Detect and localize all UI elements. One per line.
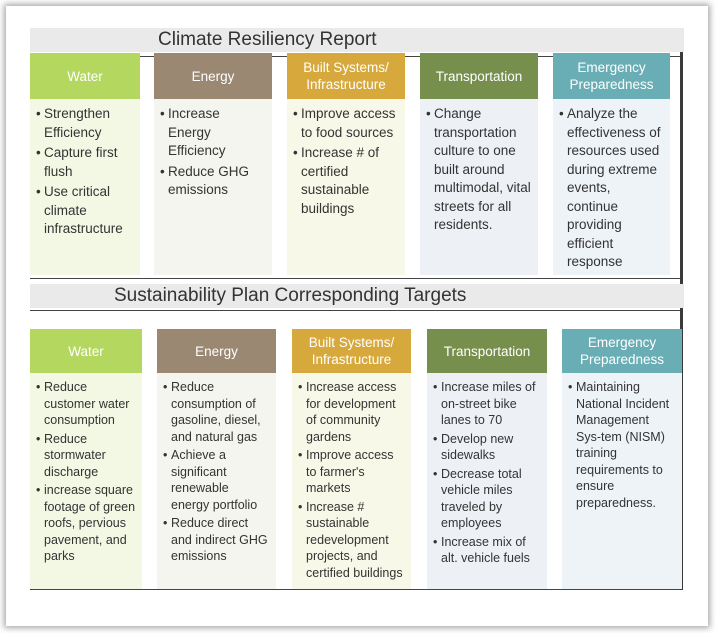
targets-block — [30, 310, 680, 590]
list-item: Develop new sidewalks — [433, 431, 541, 464]
target-column-transportation: Transportation Increase miles of on-stre… — [427, 329, 547, 589]
list-item: Reduce customer water consumption — [36, 379, 136, 429]
column-body-emergency-preparedness: Maintaining National Incident Management… — [562, 373, 682, 589]
column-body-water: Reduce customer water consumption Reduce… — [30, 373, 142, 589]
target-column-built-systems: Built Systems/ Infrastructure Increase a… — [292, 329, 411, 589]
list-item: Change transportation culture to one bui… — [426, 105, 532, 235]
column-header-water: Water — [30, 329, 142, 373]
list-item: Reduce GHG emissions — [160, 163, 266, 200]
targets-title: Sustainability Plan Corresponding Target… — [30, 284, 684, 308]
list-item: Decrease total vehicle miles traveled by… — [433, 466, 541, 532]
target-column-emergency-preparedness: Emergency Preparedness Maintaining Natio… — [562, 329, 682, 589]
list-item: increase square footage of green roofs, … — [36, 482, 136, 565]
column-body-water: Strengthen Efficiency Capture first flus… — [30, 99, 140, 275]
list-item: Use critical climate infrastructure — [36, 183, 134, 239]
column-body-transportation: Increase miles of on-street bike lanes t… — [427, 373, 547, 589]
list-item: Reduce direct and indirect GHG emissions — [163, 515, 270, 565]
column-body-built-systems: Increase access for development of commu… — [292, 373, 411, 589]
column-header-energy: Energy — [154, 53, 272, 99]
list-item: Capture first flush — [36, 144, 134, 181]
column-body-emergency-preparedness: Analyze the effectiveness of resources u… — [553, 99, 670, 275]
column-header-transportation: Transportation — [427, 329, 547, 373]
column-header-emergency-preparedness: Emergency Preparedness — [562, 329, 682, 373]
column-header-transportation: Transportation — [420, 53, 538, 99]
column-header-energy: Energy — [157, 329, 276, 373]
report-column-built-systems: Built Systems/ Infrastructure Improve ac… — [287, 53, 405, 275]
list-item: Increase mix of alt. vehicle fuels — [433, 534, 541, 567]
column-header-emergency-preparedness: Emergency Preparedness — [553, 53, 670, 99]
list-item: Increase Energy Efficiency — [160, 105, 266, 161]
report-column-emergency-preparedness: Emergency Preparedness Analyze the effec… — [553, 53, 670, 275]
list-item: Reduce consumption of gasoline, diesel, … — [163, 379, 270, 445]
list-item: Improve access to farmer's markets — [298, 447, 405, 497]
column-body-transportation: Change transportation culture to one bui… — [420, 99, 538, 275]
report-title: Climate Resiliency Report — [30, 28, 684, 52]
column-header-built-systems: Built Systems/ Infrastructure — [292, 329, 411, 373]
list-item: Improve access to food sources — [293, 105, 399, 142]
list-item: Achieve a significant renewable energy p… — [163, 447, 270, 513]
list-item: Analyze the effectiveness of resources u… — [559, 105, 664, 272]
right-divider — [680, 30, 683, 590]
target-column-energy: Energy Reduce consumption of gasoline, d… — [157, 329, 276, 589]
target-column-water: Water Reduce customer water consumption … — [30, 329, 142, 589]
list-item: Strengthen Efficiency — [36, 105, 134, 142]
column-body-energy: Reduce consumption of gasoline, diesel, … — [157, 373, 276, 589]
list-item: Increase # sustainable redevelopment pro… — [298, 499, 405, 582]
list-item: Increase access for development of commu… — [298, 379, 405, 445]
column-header-water: Water — [30, 53, 140, 99]
list-item: Reduce stormwater discharge — [36, 431, 136, 481]
column-header-built-systems: Built Systems/ Infrastructure — [287, 53, 405, 99]
report-column-water: Water Strengthen Efficiency Capture firs… — [30, 53, 140, 275]
report-column-energy: Energy Increase Energy Efficiency Reduce… — [154, 53, 272, 275]
column-body-energy: Increase Energy Efficiency Reduce GHG em… — [154, 99, 272, 275]
list-item: Maintaining National Incident Management… — [568, 379, 676, 511]
list-item: Increase # of certified sustainable buil… — [293, 144, 399, 218]
column-body-built-systems: Improve access to food sources Increase … — [287, 99, 405, 275]
list-item: Increase miles of on-street bike lanes t… — [433, 379, 541, 429]
report-column-transportation: Transportation Change transportation cul… — [420, 53, 538, 275]
